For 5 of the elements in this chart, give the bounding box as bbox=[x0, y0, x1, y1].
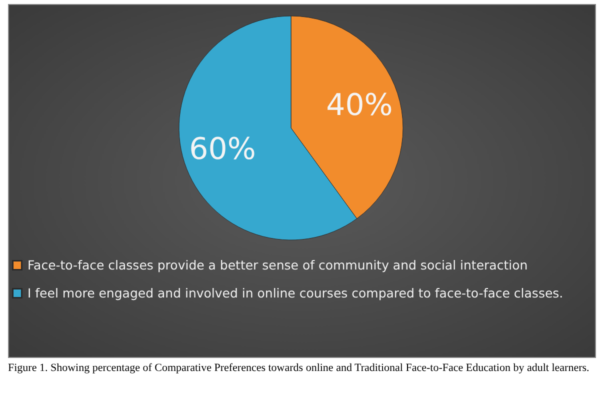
caption: Figure 1. Showing percentage of Comparative Preferences towards online and Traditional Face-to-Face Education by adult learners. bbox=[8, 362, 590, 375]
legend-label: I feel more engaged and involved in online courses compared to face-to-face classes. bbox=[28, 285, 564, 300]
data-label: 40% bbox=[326, 88, 393, 123]
legend-label: Face-to-face classes provide a better sense of community and social interaction bbox=[28, 257, 528, 272]
data-label: 60% bbox=[189, 132, 256, 168]
